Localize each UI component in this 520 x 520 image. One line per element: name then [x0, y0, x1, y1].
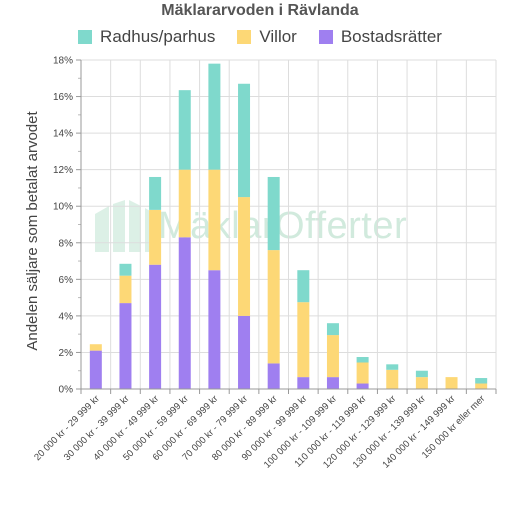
bar-segment-villor: [178, 169, 191, 238]
bar-segment-radhus-parhus: [119, 263, 132, 276]
bar-segment-villor: [238, 197, 251, 316]
bar-segment-villor: [119, 275, 132, 304]
chart-title: Mäklararvoden i Rävlanda: [161, 2, 359, 19]
bar-segment-villor: [149, 209, 162, 265]
bar-segment-bostadsrätter: [326, 377, 339, 389]
bar-segment-bostadsrätter: [238, 315, 251, 389]
y-tick-label: 14%: [53, 129, 73, 140]
bar-segment-bostadsrätter: [208, 270, 221, 389]
bar-segment-radhus-parhus: [149, 176, 162, 210]
y-axis-label: Andelen säljare som betalat arvodet: [24, 111, 41, 351]
bar-segment-radhus-parhus: [267, 176, 280, 251]
bar-segment-bostadsrätter: [119, 303, 132, 389]
bar-segment-bostadsrätter: [149, 264, 162, 389]
bars-layer: [89, 63, 488, 389]
legend-swatch: [318, 30, 333, 44]
bar-segment-bostadsrätter: [178, 237, 191, 389]
bar-segment-radhus-parhus: [415, 370, 428, 378]
bar-segment-radhus-parhus: [356, 357, 369, 363]
y-tick-label: 16%: [53, 92, 73, 103]
axis-layer: 0%2%4%6%8%10%12%14%16%18%20 000 kr - 29 …: [32, 56, 497, 471]
bar-segment-villor: [208, 169, 221, 271]
legend-item[interactable]: Bostadsrätter: [318, 27, 442, 47]
bar-segment-bostadsrätter: [267, 363, 280, 389]
y-tick-label: 2%: [59, 348, 74, 359]
legend-swatch: [78, 30, 93, 44]
bar-segment-radhus-parhus: [297, 270, 310, 303]
bar-segment-bostadsrätter: [356, 383, 369, 389]
bar-segment-bostadsrätter: [89, 350, 102, 389]
bar-segment-villor: [445, 377, 458, 389]
bar-segment-villor: [267, 250, 280, 364]
bar-segment-radhus-parhus: [475, 378, 488, 384]
legend: Radhus/parhus Villor Bostadsrätter: [0, 27, 520, 47]
bar-segment-radhus-parhus: [178, 90, 191, 170]
bar-segment-bostadsrätter: [297, 377, 310, 389]
bar-segment-villor: [326, 335, 339, 378]
legend-label: Villor: [259, 27, 297, 46]
y-tick-label: 4%: [59, 311, 74, 322]
y-tick-label: 0%: [59, 385, 74, 396]
bar-segment-villor: [475, 383, 488, 389]
grid-layer: [80, 59, 497, 390]
bar-segment-villor: [89, 344, 102, 351]
y-tick-label: 10%: [53, 202, 73, 213]
y-tick-label: 6%: [59, 275, 74, 286]
legend-item[interactable]: Radhus/parhus: [78, 27, 215, 47]
legend-label: Radhus/parhus: [100, 27, 216, 46]
bar-segment-radhus-parhus: [386, 364, 399, 370]
y-tick-label: 8%: [59, 238, 74, 249]
bar-segment-villor: [356, 362, 369, 384]
y-tick-label: 18%: [53, 56, 73, 67]
bar-segment-villor: [415, 377, 428, 389]
legend-item[interactable]: Villor: [237, 27, 297, 47]
bar-segment-villor: [297, 302, 310, 378]
bar-segment-radhus-parhus: [208, 63, 221, 170]
bar-segment-villor: [386, 369, 399, 389]
legend-label: Bostadsrätter: [340, 27, 442, 46]
legend-swatch: [237, 30, 252, 44]
bar-segment-radhus-parhus: [326, 323, 339, 336]
bar-segment-radhus-parhus: [238, 83, 251, 198]
y-tick-label: 12%: [53, 165, 73, 176]
